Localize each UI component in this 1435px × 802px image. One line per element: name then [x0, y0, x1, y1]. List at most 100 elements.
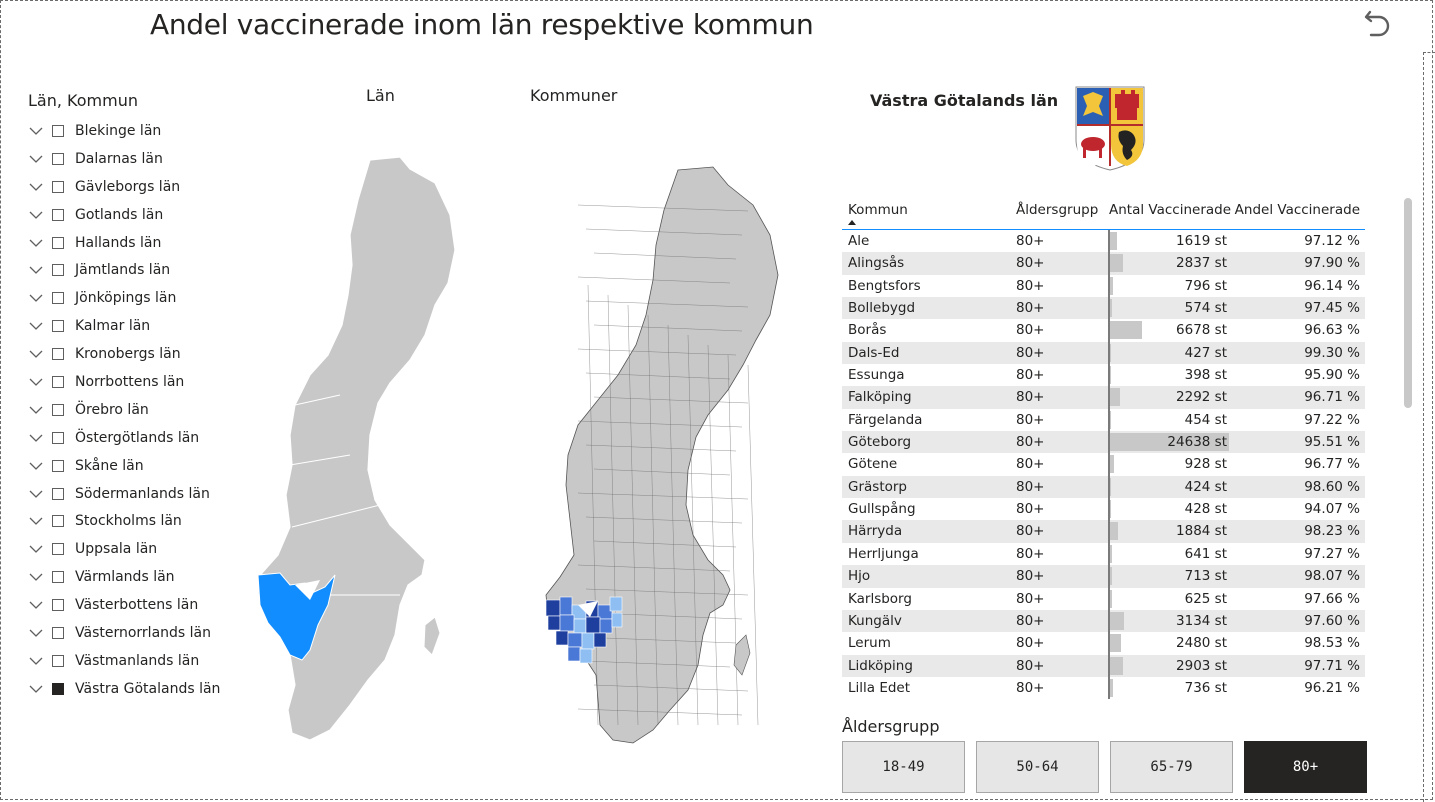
table-row[interactable]: Göteborg 80+ 24638 st 95.51 %	[842, 431, 1365, 454]
age-button[interactable]: 80+	[1244, 741, 1367, 793]
slicer-item[interactable]: Västmanlands län	[28, 647, 243, 675]
chevron-down-icon[interactable]	[28, 625, 44, 641]
vg-kommun[interactable]	[559, 614, 575, 632]
chevron-down-icon[interactable]	[28, 513, 44, 529]
vg-kommun[interactable]	[593, 632, 607, 648]
slicer-item[interactable]: Gävleborgs län	[28, 173, 243, 201]
vg-kommun[interactable]	[611, 612, 623, 628]
vg-kommun[interactable]	[555, 630, 569, 646]
vg-kommun[interactable]	[579, 648, 593, 664]
checkbox[interactable]	[52, 320, 64, 333]
table-row[interactable]: Härryda 80+ 1884 st 98.23 %	[842, 520, 1365, 543]
checkbox[interactable]	[52, 515, 64, 528]
slicer-item[interactable]: Dalarnas län	[28, 145, 243, 173]
slicer-item[interactable]: Hallands län	[28, 229, 243, 257]
table-row[interactable]: Alingsås 80+ 2837 st 97.90 %	[842, 252, 1365, 275]
checkbox[interactable]	[52, 124, 64, 137]
checkbox[interactable]	[52, 208, 64, 221]
slicer-item[interactable]: Västerbottens län	[28, 591, 243, 619]
chevron-down-icon[interactable]	[28, 207, 44, 223]
slicer-item[interactable]: Uppsala län	[28, 535, 243, 563]
chevron-down-icon[interactable]	[28, 541, 44, 557]
checkbox[interactable]	[52, 152, 64, 165]
undo-arrow-icon[interactable]	[1362, 6, 1394, 38]
chevron-down-icon[interactable]	[28, 346, 44, 362]
chevron-down-icon[interactable]	[28, 151, 44, 167]
slicer-item[interactable]: Södermanlands län	[28, 480, 243, 508]
checkbox[interactable]	[52, 236, 64, 249]
checkbox[interactable]	[52, 375, 64, 388]
chevron-down-icon[interactable]	[28, 569, 44, 585]
chevron-down-icon[interactable]	[28, 318, 44, 334]
lan-map[interactable]	[250, 155, 480, 745]
checkbox[interactable]	[52, 459, 64, 472]
chevron-down-icon[interactable]	[28, 486, 44, 502]
slicer-item[interactable]: Kronobergs län	[28, 340, 243, 368]
slicer-item[interactable]: Jämtlands län	[28, 256, 243, 284]
slicer-item[interactable]: Östergötlands län	[28, 424, 243, 452]
table-row[interactable]: Dals-Ed 80+ 427 st 99.30 %	[842, 341, 1365, 365]
vg-kommun[interactable]	[547, 615, 561, 631]
slicer-item[interactable]: Gotlands län	[28, 201, 243, 229]
table-row[interactable]: Borås 80+ 6678 st 96.63 %	[842, 319, 1365, 342]
checkbox[interactable]	[52, 348, 64, 361]
chevron-down-icon[interactable]	[28, 179, 44, 195]
slicer-item[interactable]: Norrbottens län	[28, 368, 243, 396]
vg-kommun[interactable]	[581, 632, 595, 650]
checkbox[interactable]	[52, 543, 64, 556]
chevron-down-icon[interactable]	[28, 653, 44, 669]
header-aldersgrupp[interactable]: Åldersgrupp	[1016, 202, 1099, 218]
vg-kommun[interactable]	[559, 596, 573, 616]
age-button[interactable]: 65-79	[1110, 741, 1233, 793]
gotland-region[interactable]	[423, 616, 441, 656]
sweden-kommuner[interactable]	[545, 166, 779, 744]
slicer-item[interactable]: Blekinge län	[28, 117, 243, 145]
chevron-down-icon[interactable]	[28, 597, 44, 613]
table-row[interactable]: Falköping 80+ 2292 st 96.71 %	[842, 386, 1365, 409]
header-antal[interactable]: Antal Vaccinerade	[1109, 202, 1232, 218]
vastra-gotaland-region[interactable]	[257, 572, 336, 661]
checkbox[interactable]	[52, 487, 64, 500]
checkbox[interactable]	[52, 571, 64, 584]
header-kommun[interactable]: Kommun	[848, 202, 908, 218]
table-scrollbar[interactable]	[1404, 198, 1412, 408]
chevron-down-icon[interactable]	[28, 235, 44, 251]
vg-kommun[interactable]	[567, 646, 581, 662]
checkbox[interactable]	[52, 180, 64, 193]
checkbox[interactable]	[52, 682, 64, 695]
slicer-item[interactable]: Örebro län	[28, 396, 243, 424]
table-row[interactable]: Bollebygd 80+ 574 st 97.45 %	[842, 297, 1365, 320]
vg-kommun[interactable]	[609, 596, 623, 612]
chevron-down-icon[interactable]	[28, 374, 44, 390]
kommuner-map[interactable]	[538, 165, 798, 745]
table-row[interactable]: Essunga 80+ 398 st 95.90 %	[842, 364, 1365, 387]
slicer-item[interactable]: Kalmar län	[28, 312, 243, 340]
table-row[interactable]: Lilla Edet 80+ 736 st 96.21 %	[842, 676, 1365, 700]
table-row[interactable]: Färgelanda 80+ 454 st 97.22 %	[842, 408, 1365, 432]
vg-kommun[interactable]	[567, 632, 583, 648]
chevron-down-icon[interactable]	[28, 290, 44, 306]
table-row[interactable]: Grästorp 80+ 424 st 98.60 %	[842, 475, 1365, 499]
chevron-down-icon[interactable]	[28, 262, 44, 278]
checkbox[interactable]	[52, 626, 64, 639]
table-row[interactable]: Götene 80+ 928 st 96.77 %	[842, 453, 1365, 476]
chevron-down-icon[interactable]	[28, 458, 44, 474]
slicer-item[interactable]: Värmlands län	[28, 563, 243, 591]
chevron-down-icon[interactable]	[28, 681, 44, 697]
age-button[interactable]: 18-49	[842, 741, 965, 793]
header-andel[interactable]: Andel Vaccinerade	[1234, 202, 1360, 218]
age-button[interactable]: 50-64	[976, 741, 1099, 793]
slicer-item[interactable]: Skåne län	[28, 452, 243, 480]
chevron-down-icon[interactable]	[28, 123, 44, 139]
slicer-item[interactable]: Jönköpings län	[28, 284, 243, 312]
table-row[interactable]: Gullspång 80+ 428 st 94.07 %	[842, 498, 1365, 521]
table-row[interactable]: Lerum 80+ 2480 st 98.53 %	[842, 632, 1365, 655]
table-row[interactable]: Herrljunga 80+ 641 st 97.27 %	[842, 542, 1365, 566]
table-row[interactable]: Lidköping 80+ 2903 st 97.71 %	[842, 654, 1365, 677]
slicer-item[interactable]: Stockholms län	[28, 507, 243, 535]
table-row[interactable]: Ale 80+ 1619 st 97.12 %	[842, 230, 1365, 253]
sweden-region[interactable]	[257, 156, 456, 741]
vg-kommun[interactable]	[585, 616, 601, 634]
gotland-kommun[interactable]	[733, 634, 751, 676]
checkbox[interactable]	[52, 403, 64, 416]
